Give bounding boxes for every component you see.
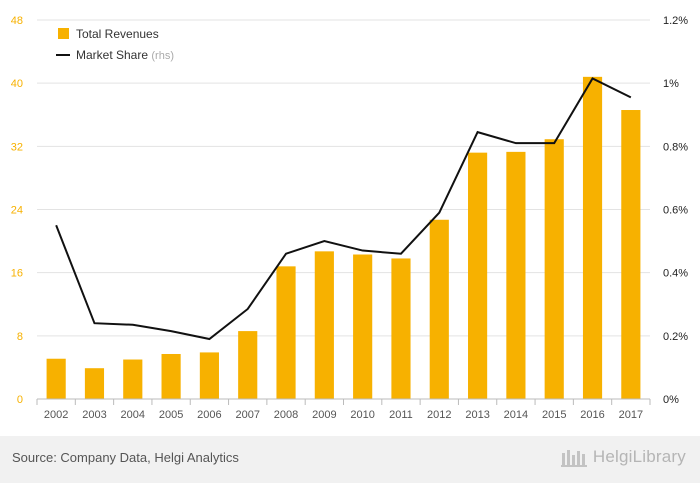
y-left-tick-label: 24 (11, 205, 23, 217)
x-tick-label: 2007 (235, 409, 259, 421)
legend-label-total-revenues: Total Revenues (76, 27, 159, 41)
x-tick-label: 2004 (121, 409, 145, 421)
source-note: Source: Company Data, Helgi Analytics (12, 450, 239, 465)
y-right-tick-label: 0% (663, 394, 679, 406)
bar-total-revenues (582, 76, 603, 399)
legend-swatch-total-revenues (58, 28, 69, 39)
y-left-tick-label: 16 (11, 268, 23, 280)
x-tick-label: 2014 (504, 409, 528, 421)
x-tick-label: 2013 (465, 409, 489, 421)
brand-name: HelgiLibrary (592, 447, 686, 466)
x-tick-label: 2012 (427, 409, 451, 421)
y-right-tick-label: 1% (663, 78, 679, 90)
bar-total-revenues (391, 258, 411, 399)
x-tick-label: 2015 (542, 409, 566, 421)
library-icon (560, 450, 587, 467)
y-left-tick-label: 48 (11, 15, 23, 27)
bar-total-revenues (353, 254, 373, 399)
bar-total-revenues (506, 151, 526, 399)
x-tick-label: 2017 (619, 409, 643, 421)
line-market-share (55, 77, 632, 341)
x-tick-label: 2010 (350, 409, 374, 421)
bar-total-revenues (544, 139, 564, 399)
bar-total-revenues (429, 219, 449, 399)
bar-total-revenues (314, 251, 334, 399)
x-tick-label: 2008 (274, 409, 298, 421)
x-tick-label: 2003 (82, 409, 106, 421)
bar-total-revenues (123, 359, 143, 399)
y-left-tick-label: 40 (11, 78, 23, 90)
bar-total-revenues (468, 152, 488, 399)
y-right-tick-label: 0.6% (663, 205, 688, 217)
y-right-tick-label: 0.8% (663, 141, 688, 153)
y-left-tick-label: 0 (17, 394, 23, 406)
y-left-tick-label: 8 (17, 331, 23, 343)
x-tick-label: 2002 (44, 409, 68, 421)
y-left-tick-label: 32 (11, 141, 23, 153)
y-right-tick-label: 1.2% (663, 15, 688, 27)
x-tick-label: 2009 (312, 409, 336, 421)
bar-total-revenues (621, 110, 641, 399)
bar-total-revenues (84, 368, 105, 399)
bar-total-revenues (46, 358, 66, 399)
bar-total-revenues (276, 266, 296, 399)
y-right-tick-label: 0.2% (663, 331, 688, 343)
brand-logo: HelgiLibrary (560, 447, 686, 467)
bar-total-revenues (238, 331, 258, 399)
bar-total-revenues (161, 353, 181, 399)
chart-svg: 0 8 16 24 32 40 48 0% 0.2% 0.4% 0.6% 0.8% 1% 1.2% 2002… (11, 15, 689, 421)
y-right-tick-label: 0.4% (663, 268, 688, 280)
x-tick-label: 2016 (580, 409, 604, 421)
x-tick-label: 2006 (197, 409, 221, 421)
legend-label-market-share: Market Share (rhs) (76, 48, 174, 62)
x-tick-label: 2011 (389, 409, 413, 421)
x-tick-label: 2005 (159, 409, 183, 421)
bar-total-revenues (199, 352, 219, 399)
